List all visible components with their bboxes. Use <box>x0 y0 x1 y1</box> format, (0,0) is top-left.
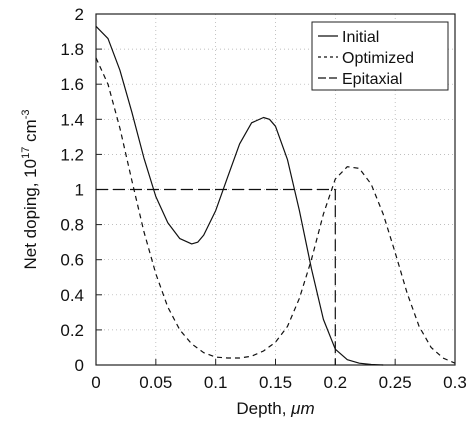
y-tick-label: 1.2 <box>60 145 84 164</box>
tick-layer: 0 0.05 0.1 0.15 0.2 0.25 0.3 0 0.2 0.4 0.6 0.8 1 1.2 1… <box>60 5 466 392</box>
legend: Initial Optimized Epitaxial <box>311 21 449 91</box>
x-tick-label: 0.25 <box>379 373 412 392</box>
series-line-initial <box>95 25 384 366</box>
y-tick-label: 1.6 <box>60 75 84 94</box>
x-axis-label: Depth, μm <box>236 399 314 418</box>
y-tick-label: 1 <box>75 181 84 200</box>
y-tick-label: 2 <box>75 5 84 24</box>
legend-label-optimized: Optimized <box>342 50 414 67</box>
legend-label-initial: Initial <box>342 29 379 46</box>
y-tick-label: 0.2 <box>60 321 84 340</box>
x-tick-label: 0.2 <box>324 373 348 392</box>
x-tick-label: 0.1 <box>204 373 228 392</box>
legend-label-epitaxial: Epitaxial <box>342 71 402 88</box>
y-tick-label: 1.8 <box>60 40 84 59</box>
series-line-epitaxial <box>96 188 336 365</box>
grid-layer <box>96 14 455 365</box>
legend-box <box>311 21 449 91</box>
y-tick-label: 1.4 <box>60 110 84 129</box>
y-tick-label: 0 <box>75 356 84 375</box>
legend-items: Initial Optimized Epitaxial <box>318 29 414 88</box>
x-tick-label: 0.15 <box>259 373 292 392</box>
x-tick-label: 0.05 <box>139 373 172 392</box>
y-tick-label: 0.4 <box>60 286 84 305</box>
x-tick-label: 0.3 <box>443 373 467 392</box>
y-tick-label: 0.8 <box>60 216 84 235</box>
x-tick-label: 0 <box>91 373 100 392</box>
y-tick-label: 0.6 <box>60 251 84 270</box>
y-axis-label: Net doping, 1017 cm-3 <box>20 109 40 269</box>
series-layer <box>95 25 456 366</box>
